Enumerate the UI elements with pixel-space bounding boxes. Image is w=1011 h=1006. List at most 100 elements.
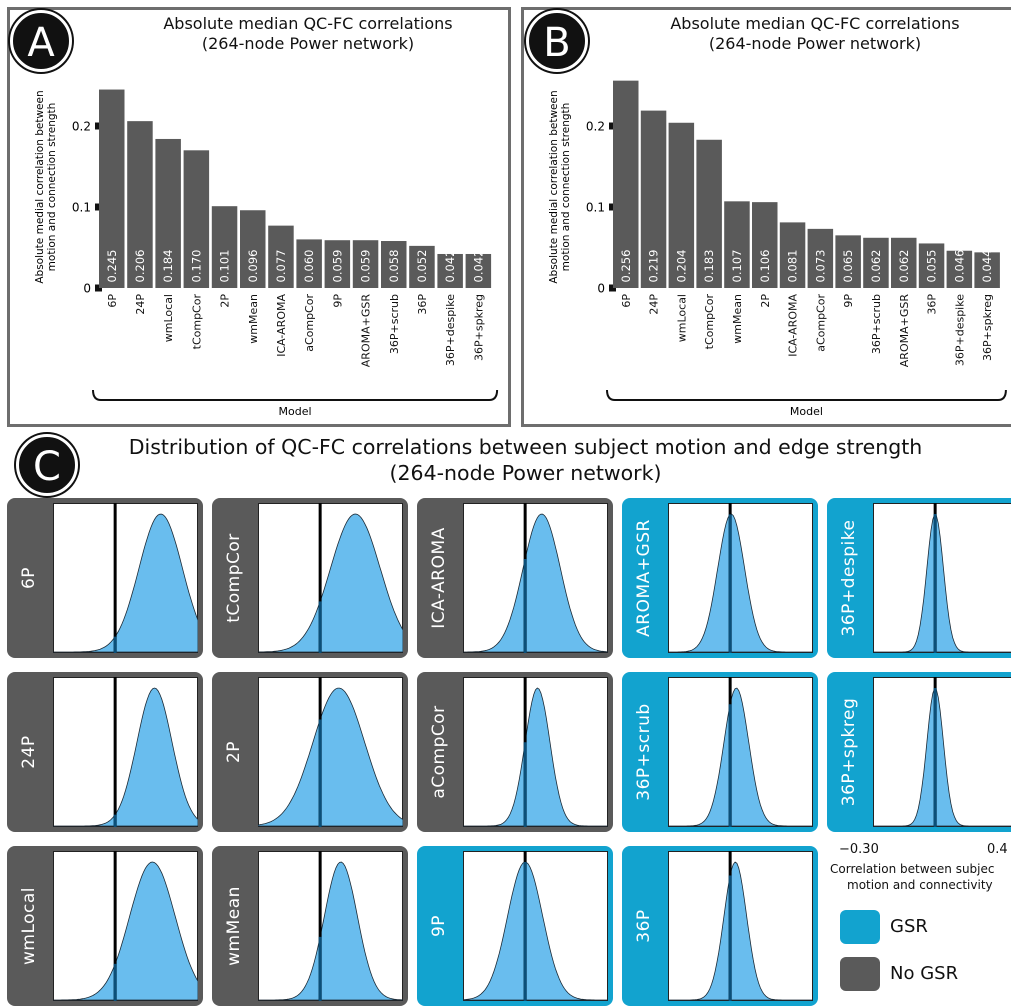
x-tick-label: AROMA+GSR (898, 294, 911, 368)
density-card-label-box: aCompCor (417, 672, 461, 832)
panel-a-title: Absolute median QC-FC correlations (264-… (118, 14, 498, 54)
bar-data-label: 0.059 (359, 250, 373, 283)
bar-data-label: 0.245 (105, 250, 119, 283)
density-plot (463, 851, 608, 1001)
density-plot (258, 677, 403, 827)
y-tick-label: 0.2 (586, 120, 605, 134)
density-plot (463, 503, 608, 653)
panel-c-title-line2: (264-node Power network) (40, 460, 1011, 486)
bar-data-label: 0.256 (619, 250, 633, 283)
bar-data-label: 0.073 (813, 250, 827, 283)
density-card-label-box: 36P+scrub (622, 672, 666, 832)
bar-data-label: 0.077 (274, 250, 288, 283)
density-plot (53, 851, 198, 1001)
y-axis-label-line2: motion and connection strength (560, 103, 572, 272)
density-card: 9P (417, 846, 613, 1006)
x-tick-label: 9P (842, 294, 855, 308)
density-card-label: 24P (19, 735, 39, 768)
bar-data-label: 0.046 (952, 250, 966, 283)
x-tick-label: 36P+spkreg (472, 294, 485, 361)
axis-label-line1: Correlation between subjec (830, 862, 994, 876)
panel-a-title-line2: (264-node Power network) (118, 34, 498, 54)
bar-chart-a: Absolute medial correlation betweenmotio… (10, 10, 508, 424)
y-tick-label: 0.1 (586, 201, 605, 215)
density-card-label: 2P (224, 741, 244, 763)
density-card: tCompCor (212, 498, 408, 658)
x-tick-label: 36P+spkreg (981, 294, 994, 361)
y-axis-label-line1: Absolute medial correlation between (34, 90, 46, 283)
density-plot (873, 677, 1011, 827)
bar-data-label: 0.060 (302, 250, 316, 283)
axis-tick-max: 0.4 (987, 842, 1008, 857)
density-card-label-box: 2P (212, 672, 256, 832)
density-card-label: 36P+despike (839, 520, 859, 637)
density-card-label: aCompCor (429, 705, 449, 798)
density-card-label: 36P (634, 909, 654, 942)
y-tick-label: 0 (83, 282, 91, 296)
bar-data-label: 0.062 (897, 250, 911, 283)
x-axis-bracket (93, 390, 497, 400)
density-card: ICA-AROMA (417, 498, 613, 658)
density-card-label-box: 9P (417, 846, 461, 1006)
density-card-label-box: wmMean (212, 846, 256, 1006)
x-tick-label: 36P+despike (953, 294, 966, 366)
bar-data-label: 0.170 (189, 250, 203, 283)
x-tick-label: 24P (134, 294, 147, 315)
x-tick-label: 6P (106, 294, 119, 308)
panel-b-title-line2: (264-node Power network) (620, 34, 1010, 54)
x-tick-label: 36P+scrub (870, 294, 883, 354)
y-tick-label: 0.2 (72, 120, 91, 134)
density-card: 6P (7, 498, 203, 658)
density-card-label: 9P (429, 915, 449, 937)
x-tick-label: AROMA+GSR (360, 294, 373, 368)
legend-nogsr-label: No GSR (890, 963, 958, 984)
density-card-label-box: tCompCor (212, 498, 256, 658)
density-plot (258, 851, 403, 1001)
density-card-label-box: ICA-AROMA (417, 498, 461, 658)
density-card-label: tCompCor (224, 533, 244, 623)
x-axis-label: Model (790, 405, 823, 418)
bar-chart-b: Absolute medial correlation betweenmotio… (524, 10, 1011, 424)
density-card-label: 6P (19, 567, 39, 589)
x-tick-label: 36P (416, 294, 429, 315)
density-card-label: wmMean (224, 886, 244, 966)
density-plot (873, 503, 1011, 653)
bar-data-label: 0.062 (869, 250, 883, 283)
x-tick-label: 2P (759, 294, 772, 308)
panel-a-title-line1: Absolute median QC-FC correlations (118, 14, 498, 34)
x-tick-label: wmMean (247, 294, 260, 344)
x-axis-label: Model (279, 405, 312, 418)
density-card: 36P+scrub (622, 672, 818, 832)
x-tick-label: 24P (648, 294, 661, 315)
panel-a: Absolute medial correlation betweenmotio… (7, 7, 511, 427)
bar-data-label: 0.184 (161, 250, 175, 283)
x-tick-label: wmMean (731, 294, 744, 344)
density-plot (463, 677, 608, 827)
density-card-label: wmLocal (19, 887, 39, 965)
x-tick-label: tCompCor (703, 294, 716, 350)
panel-b: Absolute medial correlation betweenmotio… (521, 7, 1011, 427)
density-card: 36P+despike (827, 498, 1011, 658)
bar-data-label: 0.055 (925, 250, 939, 283)
density-plot (53, 677, 198, 827)
bar-data-label: 0.052 (415, 250, 429, 283)
x-tick-label: ICA-AROMA (275, 294, 288, 357)
density-card: aCompCor (417, 672, 613, 832)
density-card-label-box: wmLocal (7, 846, 51, 1006)
panel-b-title-line1: Absolute median QC-FC correlations (620, 14, 1010, 34)
density-card-label-box: 6P (7, 498, 51, 658)
x-tick-label: 2P (219, 294, 232, 308)
x-tick-label: 36P+scrub (388, 294, 401, 354)
density-plot (668, 677, 813, 827)
bar-data-label: 0.204 (674, 250, 688, 283)
density-card-label: AROMA+GSR (634, 519, 654, 637)
density-plot (668, 503, 813, 653)
panel-c-title-line1: Distribution of QC-FC correlations betwe… (40, 434, 1011, 460)
bar-data-label: 0.101 (218, 250, 232, 283)
bar-data-label: 0.042 (443, 250, 457, 283)
density-card: 36P+spkreg (827, 672, 1011, 832)
panel-c-title: Distribution of QC-FC correlations betwe… (0, 434, 1011, 486)
density-card-label-box: 24P (7, 672, 51, 832)
density-card: 2P (212, 672, 408, 832)
density-card: wmMean (212, 846, 408, 1006)
